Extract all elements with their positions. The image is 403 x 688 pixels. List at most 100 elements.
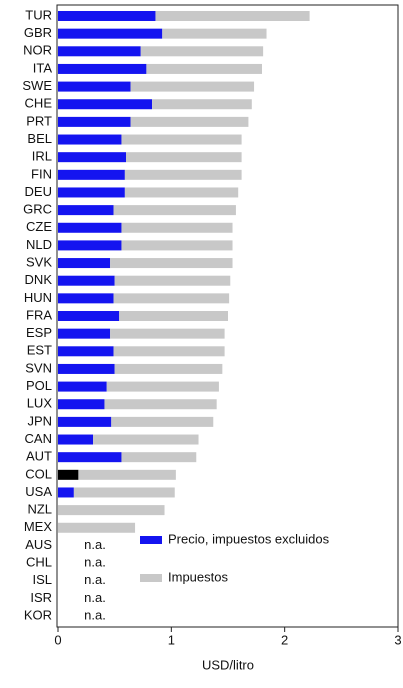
bar-segment <box>121 134 242 145</box>
bar-segment <box>58 505 165 516</box>
bar-segment <box>78 469 176 480</box>
bar-segment <box>113 205 236 216</box>
y-tick-label: SVK <box>26 254 52 269</box>
bar-segment <box>58 28 163 39</box>
bar-segment <box>58 275 115 286</box>
bar-segment <box>104 399 217 410</box>
bar-segment <box>58 311 120 321</box>
x-tick-label: 0 <box>54 632 61 647</box>
bar-segment <box>124 169 242 180</box>
bar-segment <box>58 81 131 92</box>
y-tick-label: MEX <box>24 519 53 534</box>
y-tick-label: NOR <box>23 43 52 58</box>
bar-segment <box>58 293 114 304</box>
x-tick-label: 3 <box>394 632 401 647</box>
y-tick-label: FIN <box>31 166 52 181</box>
bar-segment <box>58 258 111 269</box>
y-tick-label: CAN <box>25 431 52 446</box>
y-tick-label: DNK <box>25 272 53 287</box>
bar-segment <box>58 63 147 74</box>
value-label: n.a. <box>84 607 106 622</box>
bar-segment <box>121 240 233 251</box>
legend-swatch <box>140 574 162 582</box>
y-tick-label: DEU <box>25 184 52 199</box>
bar-segment <box>114 363 223 374</box>
bar-segment <box>126 152 242 163</box>
y-tick-label: GBR <box>24 25 52 40</box>
bar-segment <box>119 311 228 321</box>
bar-segment <box>146 63 262 74</box>
legend-swatch <box>140 536 162 544</box>
bar-segment <box>58 434 94 445</box>
bar-segment <box>110 258 233 269</box>
bar-segment <box>152 99 252 110</box>
y-tick-label: AUS <box>25 537 52 552</box>
y-tick-label: PRT <box>26 113 52 128</box>
bar-segment <box>58 222 122 233</box>
y-tick-label: TUR <box>25 7 52 22</box>
value-label: n.a. <box>84 554 106 569</box>
bar-segment <box>140 46 264 57</box>
legend-label: Impuestos <box>168 569 228 584</box>
bar-segment <box>114 275 231 286</box>
bar-segment <box>58 469 79 480</box>
bar-segment <box>58 187 125 198</box>
bar-segment <box>58 416 112 427</box>
bar-segment <box>58 11 156 21</box>
bar-segment <box>58 134 122 145</box>
bar-segment <box>58 399 105 410</box>
bar-segment <box>155 11 310 21</box>
bar-segment <box>58 99 153 110</box>
y-tick-label: ISR <box>30 590 52 605</box>
y-tick-label: POL <box>26 378 52 393</box>
y-tick-label: LUX <box>27 396 53 411</box>
y-tick-label: COL <box>25 466 52 481</box>
bar-segment <box>130 81 255 92</box>
bar-segment <box>106 381 219 392</box>
y-tick-label: EST <box>27 343 52 358</box>
bar-segment <box>58 363 115 374</box>
legend-label: Precio, impuestos excluidos <box>168 531 330 546</box>
y-tick-label: CZE <box>26 219 52 234</box>
y-tick-label: CHE <box>25 96 53 111</box>
y-tick-label: FRA <box>26 307 52 322</box>
bar-segment <box>162 28 267 39</box>
y-tick-label: ESP <box>26 325 52 340</box>
bar-segment <box>110 328 225 339</box>
y-tick-label: ISL <box>32 572 52 587</box>
bar-segment <box>121 222 233 233</box>
bar-segment <box>58 452 122 463</box>
bar-segment <box>58 205 114 216</box>
bar-segment <box>58 46 141 57</box>
bar-segment <box>93 434 199 445</box>
y-tick-label: SVN <box>25 360 52 375</box>
bar-segment <box>111 416 214 427</box>
y-tick-label: NLD <box>26 237 52 252</box>
y-tick-label: SWE <box>22 78 52 93</box>
bar-segment <box>58 116 131 127</box>
bar-segment <box>58 522 136 533</box>
x-axis-label: USD/litro <box>202 657 254 672</box>
y-tick-label: BEL <box>27 131 52 146</box>
value-label: n.a. <box>84 590 106 605</box>
y-tick-label: NZL <box>27 502 52 517</box>
y-tick-label: KOR <box>24 607 52 622</box>
x-tick-label: 1 <box>168 632 175 647</box>
bar-segment <box>58 152 126 163</box>
y-tick-label: GRC <box>23 202 52 217</box>
y-tick-label: AUT <box>26 449 52 464</box>
y-tick-label: USA <box>25 484 52 499</box>
bar-segment <box>58 328 111 339</box>
y-tick-label: ITA <box>33 60 53 75</box>
bar-segment <box>124 187 239 198</box>
bar-segment <box>58 346 114 357</box>
y-tick-label: HUN <box>24 290 52 305</box>
bar-segment <box>58 240 122 251</box>
bar-segment <box>130 116 249 127</box>
value-label: n.a. <box>84 537 106 552</box>
bar-segment <box>58 381 107 392</box>
plot-frame <box>56 4 399 628</box>
value-label: n.a. <box>84 572 106 587</box>
y-tick-label: JPN <box>27 413 52 428</box>
